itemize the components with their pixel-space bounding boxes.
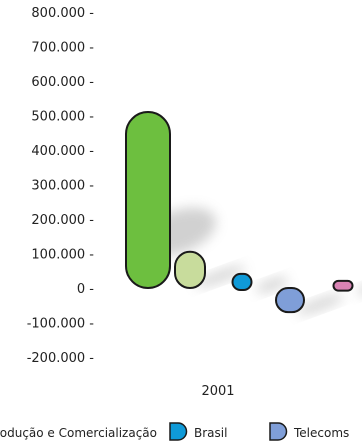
legend: Produção e Comercialização Brasil Telecoms [0, 422, 349, 441]
y-tick-label: 700.000 - [31, 41, 94, 56]
y-tick-label: 300.000 - [31, 179, 94, 194]
y-tick-label: 600.000 - [31, 75, 94, 90]
legend-item: Produção e Comercialização [0, 426, 157, 440]
y-tick-label: 0 - [77, 282, 94, 297]
y-tick-label: -200.000 - [27, 351, 95, 366]
bar [125, 111, 171, 289]
x-category-label: 2001 [201, 384, 234, 399]
bar-shadow [194, 266, 246, 287]
legend-item: Brasil [169, 422, 227, 441]
bar [332, 279, 354, 292]
legend-swatch [269, 422, 288, 441]
y-tick-label: 200.000 - [31, 213, 94, 228]
plot-area [125, 111, 354, 314]
y-tick-label: 400.000 - [31, 144, 94, 159]
y-tick-label: 500.000 - [31, 110, 94, 125]
legend-label: Telecoms [293, 426, 349, 440]
legend-label: Brasil [194, 426, 227, 440]
bar-shadow [255, 277, 289, 293]
y-tick-label: 800.000 - [31, 6, 94, 21]
y-tick-label: 100.000 - [31, 248, 94, 263]
bar-shadow [296, 294, 344, 315]
bar-shadow [356, 279, 362, 295]
y-axis-ticks: 800.000 - 700.000 - 600.000 - 500.000 - 400.… [27, 6, 95, 366]
legend-swatch [169, 422, 188, 441]
bar [275, 287, 305, 314]
y-tick-label: -100.000 - [27, 317, 95, 332]
bar [174, 250, 206, 289]
legend-item: Telecoms [269, 422, 349, 441]
bar [231, 272, 253, 291]
legend-label: Produção e Comercialização [0, 426, 157, 440]
